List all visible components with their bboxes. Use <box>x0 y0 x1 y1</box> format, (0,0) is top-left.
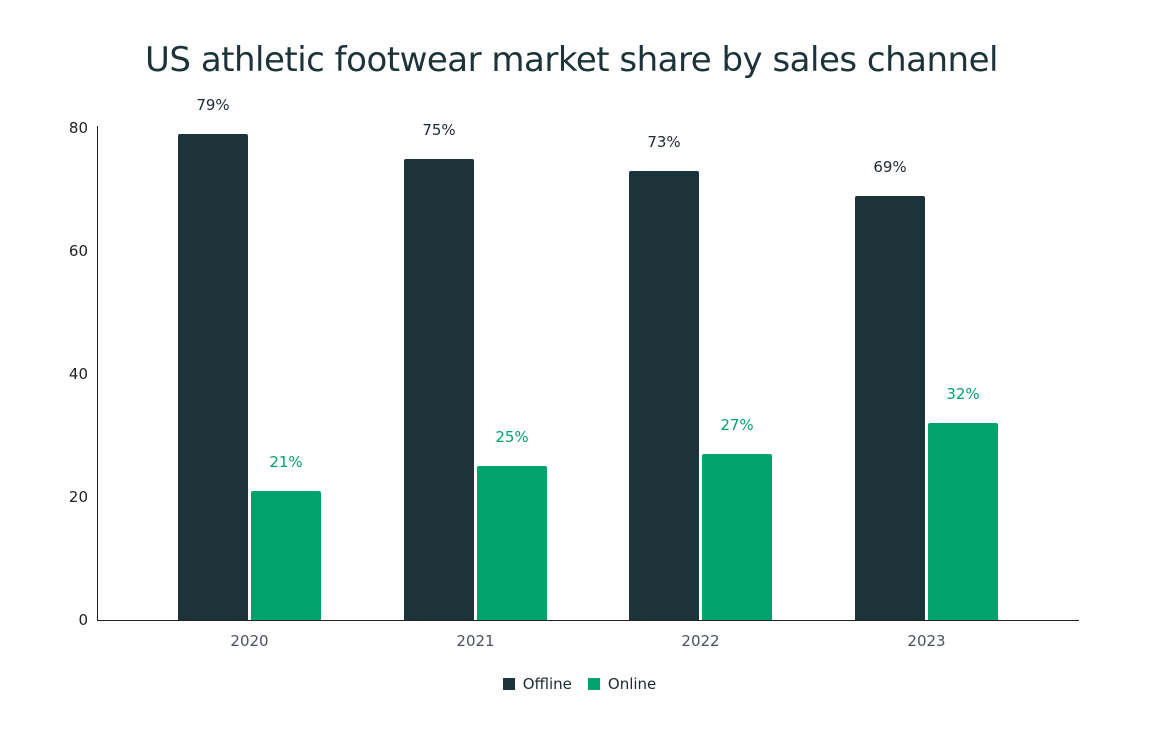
chart-title: US athletic footwear market share by sal… <box>145 40 998 80</box>
bar-offline-2023[interactable] <box>855 195 925 620</box>
bar-online-2022[interactable] <box>702 453 772 620</box>
x-tick-label: 2022 <box>681 632 720 650</box>
data-label-online-2020: 21% <box>269 452 303 471</box>
data-label-online-2021: 25% <box>495 428 529 447</box>
data-label-offline-2021: 75% <box>422 120 456 139</box>
y-tick-label: 0 <box>78 611 88 629</box>
legend-label-online: Online <box>607 675 657 693</box>
legend-swatch-online <box>587 678 600 690</box>
data-label-online-2022: 27% <box>720 415 754 434</box>
y-tick-label: 60 <box>68 242 88 260</box>
data-label-offline-2020: 79% <box>196 96 230 115</box>
bar-offline-2021[interactable] <box>404 158 474 620</box>
y-tick-label: 40 <box>68 365 88 383</box>
y-tick-label: 20 <box>68 488 88 506</box>
data-label-offline-2022: 73% <box>647 133 681 152</box>
y-tick-label: 80 <box>68 119 88 137</box>
x-tick-label: 2020 <box>230 632 269 650</box>
data-label-online-2023: 32% <box>946 385 980 404</box>
y-axis-line <box>97 126 98 621</box>
legend-item-offline[interactable]: Offline <box>502 675 572 693</box>
bar-offline-2020[interactable] <box>178 134 248 620</box>
legend-label-offline: Offline <box>522 675 572 693</box>
legend-swatch-offline <box>502 678 515 690</box>
bar-online-2023[interactable] <box>928 423 998 620</box>
bar-offline-2022[interactable] <box>629 171 699 620</box>
x-tick-label: 2023 <box>907 632 946 650</box>
legend-item-online[interactable]: Online <box>587 675 657 693</box>
bar-online-2021[interactable] <box>477 466 547 620</box>
legend: Offline Online <box>0 675 1159 693</box>
x-axis-line <box>97 620 1079 621</box>
data-label-offline-2023: 69% <box>873 157 907 176</box>
bar-online-2020[interactable] <box>251 490 321 620</box>
x-tick-label: 2021 <box>456 632 495 650</box>
